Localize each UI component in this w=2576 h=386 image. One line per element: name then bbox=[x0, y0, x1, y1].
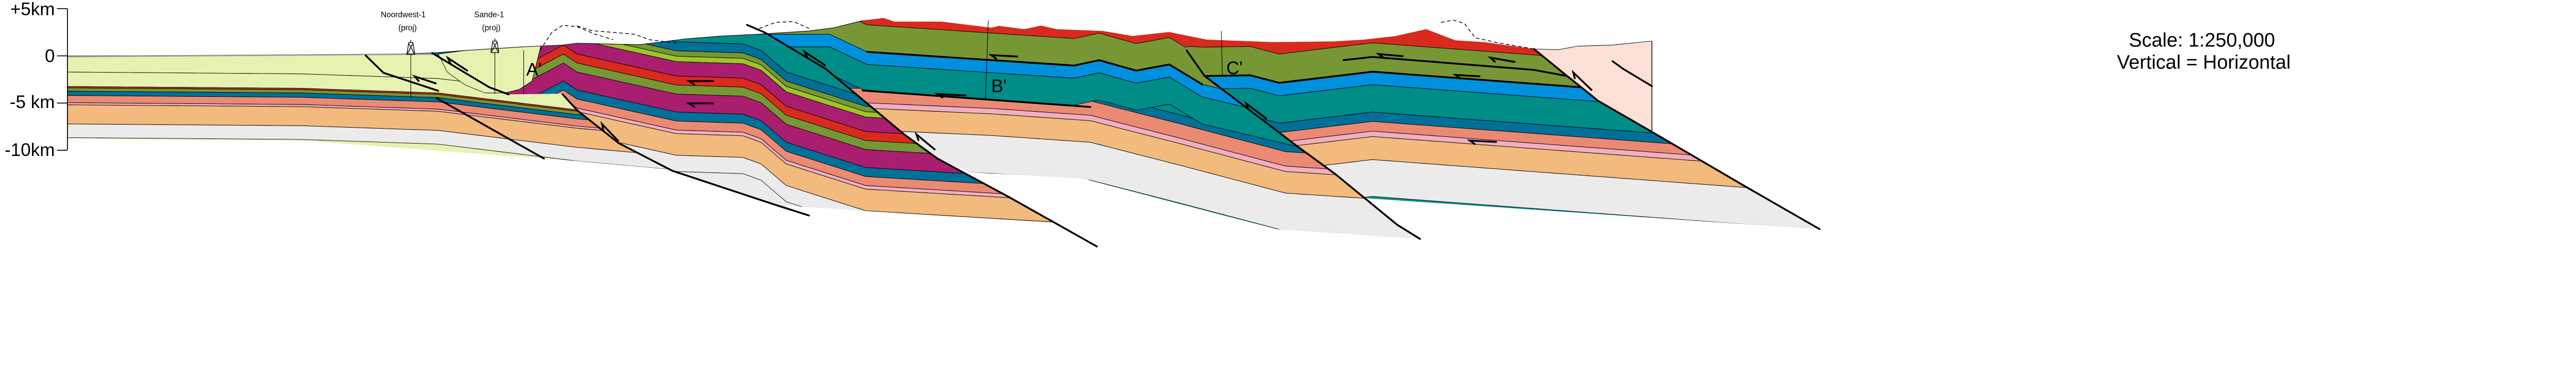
well-name: Noordwest-1 bbox=[381, 11, 426, 20]
thrust-fault-line bbox=[435, 97, 545, 160]
thrust-arrow-icon bbox=[600, 121, 619, 142]
tie-line-c bbox=[1221, 31, 1223, 76]
thrust-arrow-icon bbox=[686, 80, 714, 86]
thrust-arrow-icon bbox=[1244, 100, 1267, 120]
axis-label-zero: 0 bbox=[45, 46, 55, 66]
axis-label-minus5: -5 km bbox=[10, 92, 55, 112]
thrust-arrow-icon bbox=[686, 102, 714, 108]
well-note: (proj) bbox=[482, 24, 501, 32]
thrust-arrow-icon bbox=[446, 55, 468, 72]
axis-label-minus10: -10km bbox=[5, 140, 55, 160]
thrust-fault-line bbox=[861, 89, 1092, 108]
thrust-block-b bbox=[747, 18, 1420, 239]
eroded-outline bbox=[759, 21, 809, 29]
well-name: Sande-1 bbox=[474, 11, 504, 20]
thrust-fault-line bbox=[1612, 60, 1653, 87]
thrust-arrow-icon bbox=[1375, 52, 1404, 59]
thrust-arrow-icon bbox=[1487, 56, 1516, 63]
thrust-fault-line bbox=[1185, 49, 1421, 240]
thrust-fault-line bbox=[365, 55, 439, 92]
eroded-outline bbox=[577, 25, 676, 44]
derrick-icon bbox=[406, 40, 415, 55]
depth-axis: +5km 0 -5 km -10km bbox=[5, 0, 68, 160]
thrust-arrow-icon bbox=[934, 93, 967, 99]
thrust-arrow-icon bbox=[412, 74, 437, 85]
surface-line bbox=[67, 20, 863, 57]
eroded-outline bbox=[1440, 20, 1534, 49]
tie-line-b bbox=[985, 20, 989, 100]
surface-strip bbox=[67, 53, 433, 58]
thrust-fault-line bbox=[562, 93, 810, 217]
thrust-fault-line bbox=[866, 51, 1204, 85]
thrust-fault-line bbox=[431, 52, 510, 96]
exaggeration-text: Vertical = Horizontal bbox=[2117, 52, 2291, 74]
thrust-arrow-icon bbox=[914, 131, 936, 151]
thrust-arrow-icon bbox=[1452, 74, 1481, 80]
thrust-arrow-icon bbox=[1571, 69, 1593, 91]
well-noordwest-1: Noordwest-1 (proj) bbox=[381, 11, 426, 98]
well-sande-1: Sande-1 (proj) bbox=[474, 11, 504, 94]
thrust-fault-line bbox=[1533, 48, 1821, 231]
scale-text: Scale: 1:250,000 bbox=[2129, 29, 2275, 51]
thrust-fault-line bbox=[1204, 71, 1581, 89]
section-label-c: C' bbox=[1226, 58, 1243, 78]
thrust-arrow-icon bbox=[1466, 139, 1497, 146]
derrick-icon bbox=[490, 38, 499, 53]
section-label-a: A' bbox=[526, 60, 541, 80]
axis-label-plus5: +5km bbox=[10, 0, 55, 19]
geology-layers bbox=[67, 18, 1820, 239]
thrust-arrow-icon bbox=[802, 49, 826, 66]
well-note: (proj) bbox=[398, 24, 417, 32]
thrust-fault-line bbox=[746, 24, 1098, 248]
thrust-fault-line bbox=[1343, 56, 1568, 77]
section-label-b: B' bbox=[991, 76, 1007, 96]
unit-band-light-grey bbox=[67, 124, 809, 188]
cross-section: +5km 0 -5 km -10km Noordwest-1 (proj) Sa… bbox=[5, 0, 2291, 248]
structure-lines bbox=[67, 20, 1821, 248]
thrust-arrow-icon bbox=[988, 54, 1018, 60]
